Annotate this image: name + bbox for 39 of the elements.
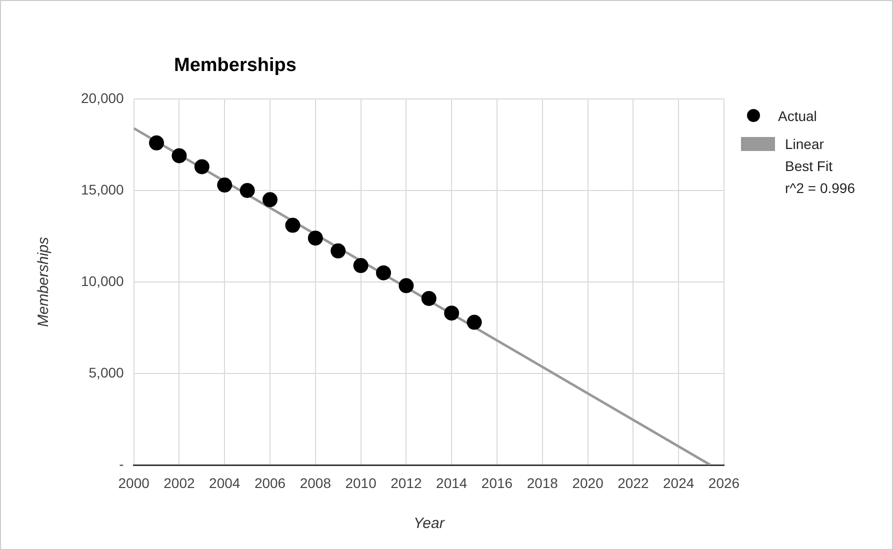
x-tick-label: 2014 <box>436 474 468 491</box>
x-tick-label: 2000 <box>118 474 150 491</box>
x-tick-label: 2004 <box>209 474 240 491</box>
point <box>262 192 278 208</box>
x-axis-title: Year <box>413 515 446 532</box>
y-tick-label: 15,000 <box>80 181 124 198</box>
x-tick-label: 2016 <box>481 474 513 491</box>
chart-title: Memberships <box>174 55 296 77</box>
point <box>149 135 164 150</box>
x-tick-label: 2008 <box>300 474 332 491</box>
point <box>398 278 414 294</box>
x-tick-label: 2006 <box>254 474 286 491</box>
point <box>421 290 436 306</box>
point <box>285 218 300 233</box>
y-tick-label: - <box>119 456 124 472</box>
y-axis-title: Memberships <box>35 236 52 328</box>
point <box>376 265 392 280</box>
point <box>172 148 187 164</box>
point <box>240 183 255 198</box>
legend-label: Actual <box>778 107 817 126</box>
x-tick-label: 2002 <box>164 474 195 491</box>
y-tick-label: 5,000 <box>88 364 124 380</box>
point <box>194 159 210 174</box>
legend-label: Linear Best Fit r^2 = 0.996 <box>785 135 856 198</box>
x-tick-label: 2024 <box>663 474 694 491</box>
point <box>444 306 460 321</box>
point <box>217 178 232 193</box>
point <box>308 230 323 246</box>
y-tick-label: 10,000 <box>80 272 124 289</box>
x-tick-label: 2022 <box>618 474 649 491</box>
point <box>330 243 346 258</box>
y-tick-label: 20,000 <box>80 90 124 106</box>
point <box>466 314 482 330</box>
x-tick-label: 2020 <box>572 474 604 491</box>
x-tick-label: 2018 <box>526 474 558 491</box>
point <box>353 258 368 274</box>
x-tick-label: 2012 <box>390 474 422 491</box>
x-tick-label: 2010 <box>345 474 377 491</box>
x-tick-label: 2026 <box>708 474 740 491</box>
